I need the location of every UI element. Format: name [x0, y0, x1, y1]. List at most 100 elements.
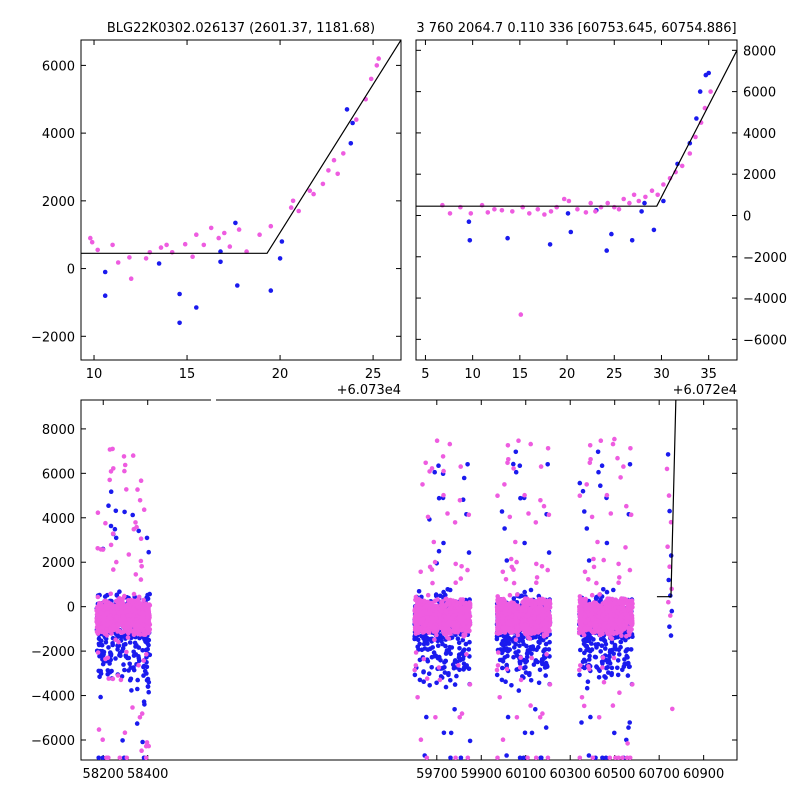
- data-point-pink: [164, 243, 169, 248]
- data-point-blue: [495, 673, 500, 678]
- x-offset-label: +6.072e4: [673, 383, 737, 398]
- data-point-pink: [109, 628, 114, 633]
- data-point-pink: [311, 192, 316, 197]
- data-point-blue: [442, 731, 447, 736]
- data-point-blue: [128, 665, 133, 670]
- y-tick-label: −6000: [31, 734, 75, 749]
- data-point-blue: [628, 462, 633, 467]
- data-point-blue: [502, 648, 507, 653]
- x-tick-label: 59700: [416, 767, 457, 782]
- x-tick-label: 35: [700, 367, 717, 382]
- data-point-pink: [228, 244, 233, 249]
- data-point-blue: [623, 638, 628, 643]
- data-point-pink: [458, 464, 463, 469]
- data-point-pink: [453, 580, 458, 585]
- data-point-blue: [500, 509, 505, 514]
- data-point-pink: [106, 676, 111, 681]
- data-point-blue: [530, 731, 535, 736]
- data-point-pink: [132, 592, 137, 597]
- data-point-blue: [627, 665, 632, 670]
- data-point-pink: [515, 626, 520, 631]
- data-point-blue: [462, 666, 467, 671]
- data-point-blue: [415, 645, 420, 650]
- data-point-blue: [499, 642, 504, 647]
- data-point-blue: [506, 715, 511, 720]
- data-point-pink: [444, 623, 449, 628]
- data-point-blue: [99, 639, 104, 644]
- data-point-blue: [597, 675, 602, 680]
- data-point-pink: [505, 461, 510, 466]
- data-point-blue: [522, 541, 527, 546]
- data-point-blue: [582, 651, 587, 656]
- data-point-pink: [289, 205, 294, 210]
- data-point-pink: [509, 622, 514, 627]
- data-point-pink: [102, 614, 107, 619]
- data-point-blue: [511, 462, 516, 467]
- data-point-blue: [617, 648, 622, 653]
- data-point-pink: [496, 620, 501, 625]
- data-point-pink: [115, 628, 120, 633]
- data-point-pink: [422, 623, 427, 628]
- data-point-pink: [534, 562, 539, 567]
- data-point-pink: [544, 652, 549, 657]
- data-point-pink: [110, 243, 115, 248]
- data-point-pink: [335, 172, 340, 177]
- data-point-blue: [596, 470, 601, 475]
- data-point-pink: [433, 612, 438, 617]
- data-point-blue: [605, 665, 610, 670]
- data-point-pink: [414, 622, 419, 627]
- data-point-pink: [433, 627, 438, 632]
- data-point-pink: [547, 629, 552, 634]
- data-point-blue: [99, 671, 104, 676]
- data-point-blue: [582, 658, 587, 663]
- data-point-pink: [533, 602, 538, 607]
- data-point-pink: [139, 478, 144, 483]
- data-point-pink: [458, 498, 463, 503]
- data-point-blue: [453, 682, 458, 687]
- data-point-blue: [141, 673, 146, 678]
- data-point-pink: [111, 677, 116, 682]
- data-point-blue: [442, 660, 447, 665]
- data-point-pink: [501, 737, 506, 742]
- data-point-pink: [430, 567, 435, 572]
- data-point-blue: [129, 677, 134, 682]
- x-tick-label: 25: [365, 367, 382, 382]
- data-point-pink: [688, 151, 693, 156]
- data-point-blue: [620, 668, 625, 673]
- data-point-blue: [524, 644, 529, 649]
- data-point-pink: [519, 613, 524, 618]
- data-point-pink: [439, 603, 444, 608]
- data-point-pink: [140, 610, 145, 615]
- data-point-blue: [547, 647, 552, 652]
- data-point-blue: [616, 673, 621, 678]
- data-point-pink: [136, 598, 141, 603]
- data-point-blue: [110, 641, 115, 646]
- data-point-blue: [278, 256, 283, 261]
- data-point-blue: [548, 242, 553, 247]
- data-point-blue: [146, 684, 151, 689]
- data-point-blue: [601, 587, 606, 592]
- data-point-pink: [147, 604, 152, 609]
- data-point-blue: [177, 321, 182, 326]
- data-point-blue: [605, 541, 610, 546]
- data-point-blue: [457, 646, 462, 651]
- data-point-pink: [412, 668, 417, 673]
- data-point-pink: [549, 209, 554, 214]
- data-point-blue: [446, 671, 451, 676]
- y-tick-label: −2000: [743, 251, 787, 266]
- data-point-pink: [460, 628, 465, 633]
- data-point-pink: [518, 606, 523, 611]
- data-point-pink: [492, 207, 497, 212]
- data-point-pink: [546, 446, 551, 451]
- data-point-pink: [441, 469, 446, 474]
- data-point-pink: [332, 158, 337, 163]
- data-point-pink: [448, 611, 453, 616]
- data-point-pink: [132, 608, 137, 613]
- data-point-pink: [109, 469, 114, 474]
- model-line: [416, 50, 737, 206]
- data-point-pink: [584, 210, 589, 215]
- data-point-blue: [133, 644, 138, 649]
- data-point-pink: [506, 443, 511, 448]
- data-point-pink: [130, 600, 135, 605]
- data-point-pink: [534, 580, 539, 585]
